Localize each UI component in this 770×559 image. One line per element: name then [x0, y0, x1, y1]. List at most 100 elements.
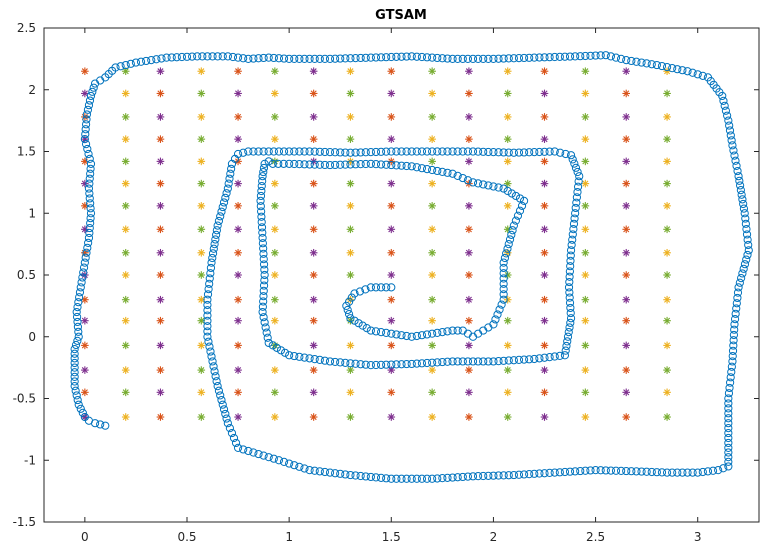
asterisk-marker: [309, 271, 318, 279]
trajectory-point: [249, 54, 258, 63]
trajectory-point: [503, 244, 512, 253]
trajectory-point: [468, 147, 478, 156]
trajectory-point: [586, 51, 595, 60]
trajectory-point: [376, 147, 386, 156]
asterisk-marker: [428, 113, 436, 121]
trajectory-point: [208, 253, 217, 263]
trajectory-point: [152, 55, 161, 64]
trajectory-point: [219, 405, 229, 414]
trajectory-point: [433, 474, 442, 483]
trajectory-point: [566, 314, 576, 323]
trajectory-point: [601, 51, 610, 60]
trajectory-point: [569, 225, 578, 234]
trajectory-point: [74, 298, 83, 307]
trajectory-point: [208, 249, 218, 258]
asterisk-marker: [540, 366, 549, 374]
trajectory-point: [290, 351, 299, 361]
asterisk-marker: [81, 89, 89, 98]
trajectory-point: [346, 148, 355, 157]
trajectory-point: [203, 332, 212, 341]
trajectory-point: [78, 273, 87, 282]
trajectory-point: [290, 147, 299, 156]
trajectory-point: [568, 155, 577, 164]
trajectory-point: [258, 233, 267, 243]
trajectory-point: [387, 147, 396, 156]
trajectory-point: [219, 198, 229, 207]
asterisk-marker: [234, 271, 242, 279]
trajectory-point: [331, 148, 340, 157]
asterisk-marker: [309, 248, 318, 257]
trajectory-point: [724, 389, 734, 398]
trajectory-point: [438, 147, 447, 156]
trajectory-point: [397, 360, 406, 369]
asterisk-marker: [465, 89, 473, 98]
trajectory-point: [514, 470, 524, 479]
trajectory-point: [729, 336, 738, 345]
asterisk-marker: [465, 157, 473, 166]
trajectory-point: [366, 326, 375, 335]
trajectory-point: [550, 147, 559, 156]
asterisk-marker: [465, 225, 473, 234]
trajectory-point: [84, 101, 94, 110]
trajectory-point: [295, 54, 304, 63]
trajectory-point: [591, 466, 600, 475]
asterisk-marker: [663, 341, 671, 350]
asterisk-marker: [271, 295, 279, 304]
trajectory-point: [203, 316, 212, 325]
trajectory-point: [210, 367, 219, 376]
trajectory-point: [325, 54, 335, 63]
trajectory-point: [545, 147, 554, 156]
trajectory-point: [499, 274, 508, 283]
trajectory-point: [743, 250, 752, 260]
trajectory-point: [724, 462, 733, 471]
trajectory-point: [509, 470, 518, 480]
trajectory-point: [708, 466, 718, 475]
trajectory-point: [258, 307, 267, 317]
trajectory-point: [72, 307, 81, 317]
trajectory-point: [514, 355, 524, 365]
asterisk-marker: [271, 413, 279, 421]
trajectory-point: [627, 467, 636, 476]
trajectory-point: [504, 471, 513, 480]
trajectory-point: [724, 433, 733, 443]
trajectory-point: [571, 52, 580, 61]
trajectory-point: [376, 53, 386, 62]
trajectory-point: [256, 196, 265, 205]
trajectory-point: [402, 331, 411, 341]
trajectory-point: [217, 207, 226, 216]
trajectory-point: [734, 172, 743, 181]
asterisk-marker: [663, 202, 671, 210]
trajectory-point: [727, 367, 736, 377]
asterisk-marker: [503, 113, 512, 121]
trajectory-point: [642, 467, 651, 476]
asterisk-marker: [346, 413, 355, 421]
trajectory-point: [479, 357, 488, 366]
trajectory-point: [361, 53, 370, 62]
asterisk-marker: [540, 67, 549, 76]
trajectory-point: [530, 53, 539, 62]
trajectory-point: [565, 293, 574, 302]
trajectory-point: [560, 467, 570, 477]
trajectory-point: [474, 54, 483, 63]
trajectory-point: [371, 160, 381, 169]
trajectory-point: [350, 289, 359, 298]
trajectory-point: [568, 235, 577, 244]
asterisk-marker: [465, 113, 473, 121]
asterisk-marker: [540, 135, 549, 143]
trajectory-point: [724, 116, 733, 125]
trajectory-point: [320, 467, 329, 477]
trajectory-point: [581, 51, 590, 61]
trajectory-point: [351, 148, 360, 157]
trajectory-point: [407, 147, 416, 156]
asterisk-marker: [387, 179, 396, 188]
trajectory-point: [218, 52, 227, 61]
trajectory-point: [88, 87, 97, 96]
trajectory-point: [657, 61, 667, 71]
trajectory-point: [683, 67, 692, 76]
trajectory-point: [382, 474, 391, 483]
asterisk-marker: [121, 157, 130, 166]
asterisk-marker: [81, 67, 89, 76]
trajectory-point: [540, 147, 549, 156]
trajectory-point: [443, 54, 452, 63]
trajectory-point: [726, 131, 735, 140]
